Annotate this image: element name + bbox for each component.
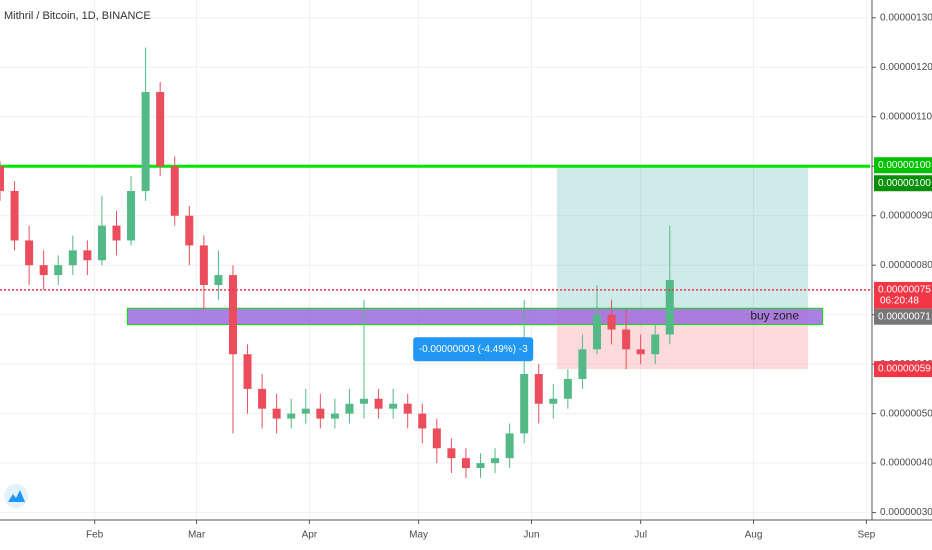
y-tick-label: 0.00000030 [880,507,932,518]
position-target-label-box [874,175,932,192]
candle-body [97,225,106,261]
candle-body [287,413,296,419]
candle-body [403,403,412,414]
candle-body [83,250,92,261]
candle-body [141,92,150,191]
candle-body [228,275,237,355]
candle-body [636,349,645,355]
plot: buy zone -0.00000003 (-4.49%) -3 [0,47,870,478]
x-tick-label: May [409,530,428,541]
candle-body [68,250,77,266]
candle-body [476,463,485,469]
y-tick-label: 0.00000050 [880,408,932,419]
candle-body [272,408,281,419]
candle-body [112,225,121,241]
y-tick-label: 0.00000080 [880,260,932,271]
candle-body [578,349,587,379]
candle-body [651,334,660,355]
candle-body [447,448,456,459]
target-price-label: 0.00000100 [878,160,931,171]
position-profit-zone [556,166,809,310]
candle-body [243,354,252,389]
candle-body [39,265,48,276]
y-tick-label: 0.00000120 [880,62,932,73]
candle-body [127,190,136,241]
candle-body [461,458,470,469]
candle-body [258,388,267,409]
logo [4,484,28,508]
entry-price-label-box [874,308,932,325]
candle-body [505,433,514,459]
x-tick-label: Aug [745,530,763,541]
y-tick-label: 0.00000090 [880,210,932,221]
stop-price-label-box [874,361,932,378]
candle-body [549,398,558,404]
candle-body [432,428,441,449]
candle-body [185,215,194,246]
candle-body [199,245,208,285]
x-tick-label: Apr [302,530,318,541]
candle-body [665,280,674,335]
candle-body [316,408,325,419]
position-target-label: 0.00000100 [878,178,931,189]
y-tick-label: 0.00000040 [880,458,932,469]
stop-price-label: 0.00000059 [878,364,931,375]
candle-body [360,398,369,404]
x-tick-label: Sep [857,530,875,541]
y-tick-label: 0.00000130 [880,12,932,23]
candle-body [214,275,223,285]
entry-price-label: 0.00000071 [878,311,931,322]
buy-zone [126,307,824,326]
candle-body [54,265,63,276]
candle-body [607,314,616,330]
candle-body [25,240,34,266]
x-tick-label: Jun [523,530,539,541]
candle-body [592,314,601,350]
candle-body [0,166,5,191]
candle-body [389,403,398,409]
candle-body [563,378,572,399]
x-tick-label: Feb [86,530,104,541]
y-tick-label: 0.00000110 [880,111,932,122]
candle-body [491,458,500,464]
candle-body [170,166,179,216]
candle-body [330,413,339,419]
x-tick-label: Jul [634,530,647,541]
buy-zone-label: buy zone [750,309,799,323]
countdown: 06:20:48 [880,295,919,306]
candle-body [418,413,427,429]
candle-body [520,374,529,434]
candle-body [10,190,19,241]
candle-body [622,329,631,350]
x-tick-label: Mar [188,530,206,541]
candle-body [345,403,354,414]
candle-body [534,374,543,404]
chart-title: Mithril / Bitcoin, 1D, BINANCE [4,10,151,22]
candle-body [301,408,310,414]
target-price-label-box [874,157,932,174]
candle-body [374,398,383,409]
candle-body [156,92,165,167]
last-price-label: 0.00000075 [878,285,931,296]
measure-text: -0.00000003 (-4.49%) -3 [419,344,528,355]
measure-box [413,337,534,362]
countdown-box [874,292,932,309]
